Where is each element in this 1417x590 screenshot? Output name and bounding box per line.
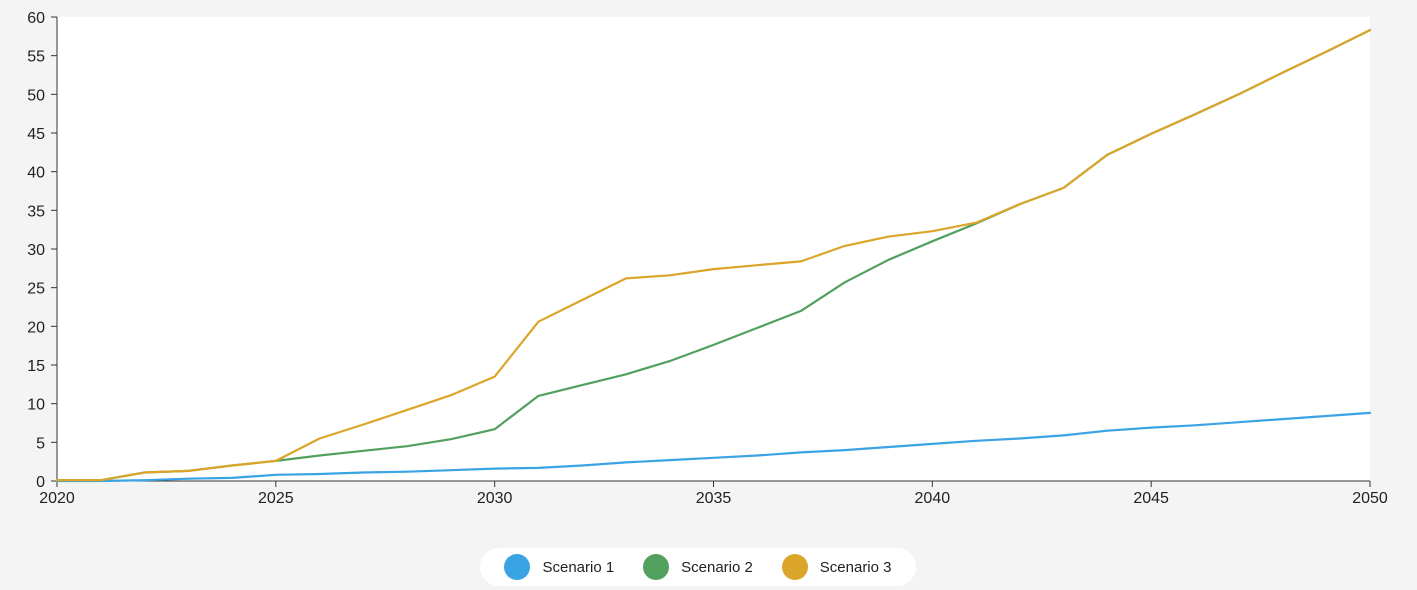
y-tick-label: 40 bbox=[27, 165, 45, 182]
legend-item-1[interactable]: Scenario 1 bbox=[504, 554, 614, 580]
y-tick-label: 50 bbox=[27, 87, 45, 104]
x-tick-label: 2025 bbox=[258, 490, 294, 507]
legend-label: Scenario 3 bbox=[820, 559, 892, 576]
y-tick-label: 35 bbox=[27, 203, 45, 220]
y-tick-label: 20 bbox=[27, 319, 45, 336]
plot-area bbox=[57, 17, 1370, 481]
legend-label: Scenario 2 bbox=[681, 559, 753, 576]
x-tick-label: 2045 bbox=[1133, 490, 1169, 507]
x-tick-label: 2020 bbox=[39, 490, 75, 507]
x-tick-label: 2050 bbox=[1352, 490, 1388, 507]
x-tick-label: 2035 bbox=[696, 490, 732, 507]
x-tick-label: 2040 bbox=[915, 490, 951, 507]
y-tick-label: 0 bbox=[36, 474, 45, 491]
x-tick-label: 2030 bbox=[477, 490, 513, 507]
legend-item-3[interactable]: Scenario 3 bbox=[782, 554, 892, 580]
y-tick-label: 15 bbox=[27, 358, 45, 375]
y-tick-label: 5 bbox=[36, 435, 45, 452]
y-tick-label: 60 bbox=[27, 10, 45, 27]
legend-item-2[interactable]: Scenario 2 bbox=[643, 554, 753, 580]
y-tick-label: 10 bbox=[27, 397, 45, 414]
y-tick-label: 25 bbox=[27, 281, 45, 298]
y-tick-label: 55 bbox=[27, 49, 45, 66]
chart-legend: Scenario 1 Scenario 2 Scenario 3 bbox=[480, 548, 916, 586]
legend-swatch bbox=[504, 554, 530, 580]
legend-label: Scenario 1 bbox=[542, 559, 614, 576]
legend-swatch bbox=[643, 554, 669, 580]
legend-swatch bbox=[782, 554, 808, 580]
y-tick-label: 45 bbox=[27, 126, 45, 143]
y-tick-label: 30 bbox=[27, 242, 45, 259]
